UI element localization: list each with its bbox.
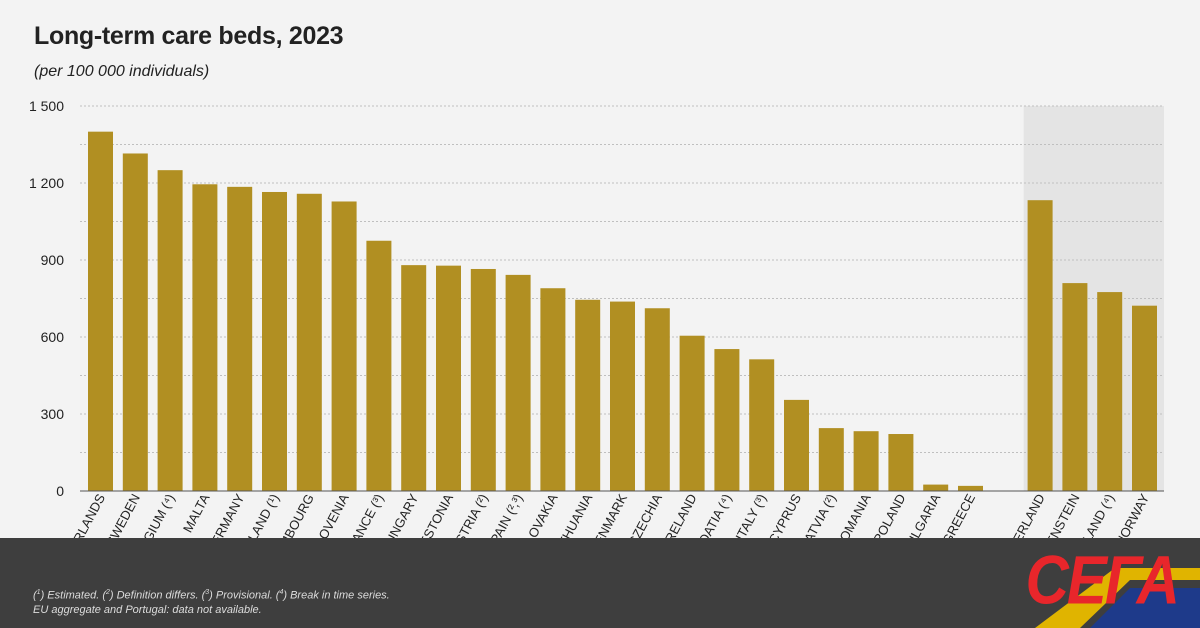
- bar-luxembourg: [296, 193, 322, 491]
- footnote-line-1: (1) Estimated. (2) Definition differs. (…: [33, 589, 390, 602]
- x-tick-label: GREECE: [939, 491, 978, 538]
- bar-poland: [888, 434, 914, 491]
- y-tick-label: 1 500: [29, 98, 64, 114]
- bar-bulgaria: [923, 484, 949, 491]
- y-tick-label: 300: [41, 406, 65, 422]
- bar-croatia: [714, 349, 740, 491]
- sega-logo: СЕГА: [940, 538, 1200, 628]
- x-tick-label: CYPRUS: [765, 491, 804, 538]
- logo-stripes: [1035, 568, 1200, 628]
- logo-text: СЕГА: [1025, 541, 1180, 619]
- x-tick-label: ESTONIA: [416, 491, 456, 538]
- bar-slovakia: [540, 288, 566, 491]
- bar-cyprus: [784, 399, 809, 491]
- footer-band: [0, 538, 1200, 628]
- bar-spain: [505, 274, 531, 491]
- bar-hungary: [401, 265, 427, 491]
- bar-austria: [470, 268, 496, 491]
- bar-iceland: [1097, 292, 1123, 491]
- bar-malta: [192, 184, 218, 492]
- bar-belgium: [157, 170, 183, 491]
- bar-romania: [853, 431, 879, 491]
- x-tick-label: NORWAY: [1112, 491, 1152, 538]
- x-tick-label: ITALY (³): [732, 491, 769, 538]
- footnotes: (1) Estimated. (2) Definition differs. (…: [33, 586, 390, 617]
- bar-finland: [262, 191, 287, 491]
- bar-switzerland: [1027, 200, 1053, 492]
- bar-ireland: [679, 335, 705, 491]
- bar-denmark: [610, 301, 635, 491]
- x-tick-label: SWITZERLAND: [991, 491, 1048, 538]
- x-tick-label: CZECHIA: [625, 491, 665, 538]
- chart-title: Long-term care beds, 2023: [34, 22, 344, 50]
- bar-liechtenstein: [1062, 283, 1088, 491]
- bar-sweden: [122, 153, 148, 491]
- bar-italy: [749, 359, 775, 491]
- bar-greece: [958, 485, 983, 491]
- chart-subtitle: (per 100 000 individuals): [34, 63, 210, 80]
- y-tick-label: 1 200: [29, 175, 64, 191]
- bar-slovenia: [331, 201, 357, 492]
- bar-latvia: [818, 428, 844, 491]
- bar-estonia: [436, 265, 461, 491]
- y-tick-label: 900: [41, 252, 65, 268]
- bar-norway: [1132, 305, 1157, 491]
- y-tick-label: 0: [56, 483, 64, 499]
- bar-netherlands: [88, 131, 113, 491]
- bar-czechia: [644, 308, 670, 491]
- bar-france: [366, 240, 392, 491]
- y-tick-label: 600: [41, 329, 65, 345]
- x-tick-label: SWEDEN: [103, 491, 143, 538]
- x-tick-label: MALTA: [180, 491, 213, 535]
- x-tick-label: POLAND: [870, 491, 908, 538]
- x-tick-label: IRELAND: [660, 491, 700, 538]
- bar-lithuania: [575, 299, 601, 491]
- footnote-line-2: EU aggregate and Portugal: data not avai…: [33, 603, 262, 616]
- bar-germany: [227, 186, 253, 491]
